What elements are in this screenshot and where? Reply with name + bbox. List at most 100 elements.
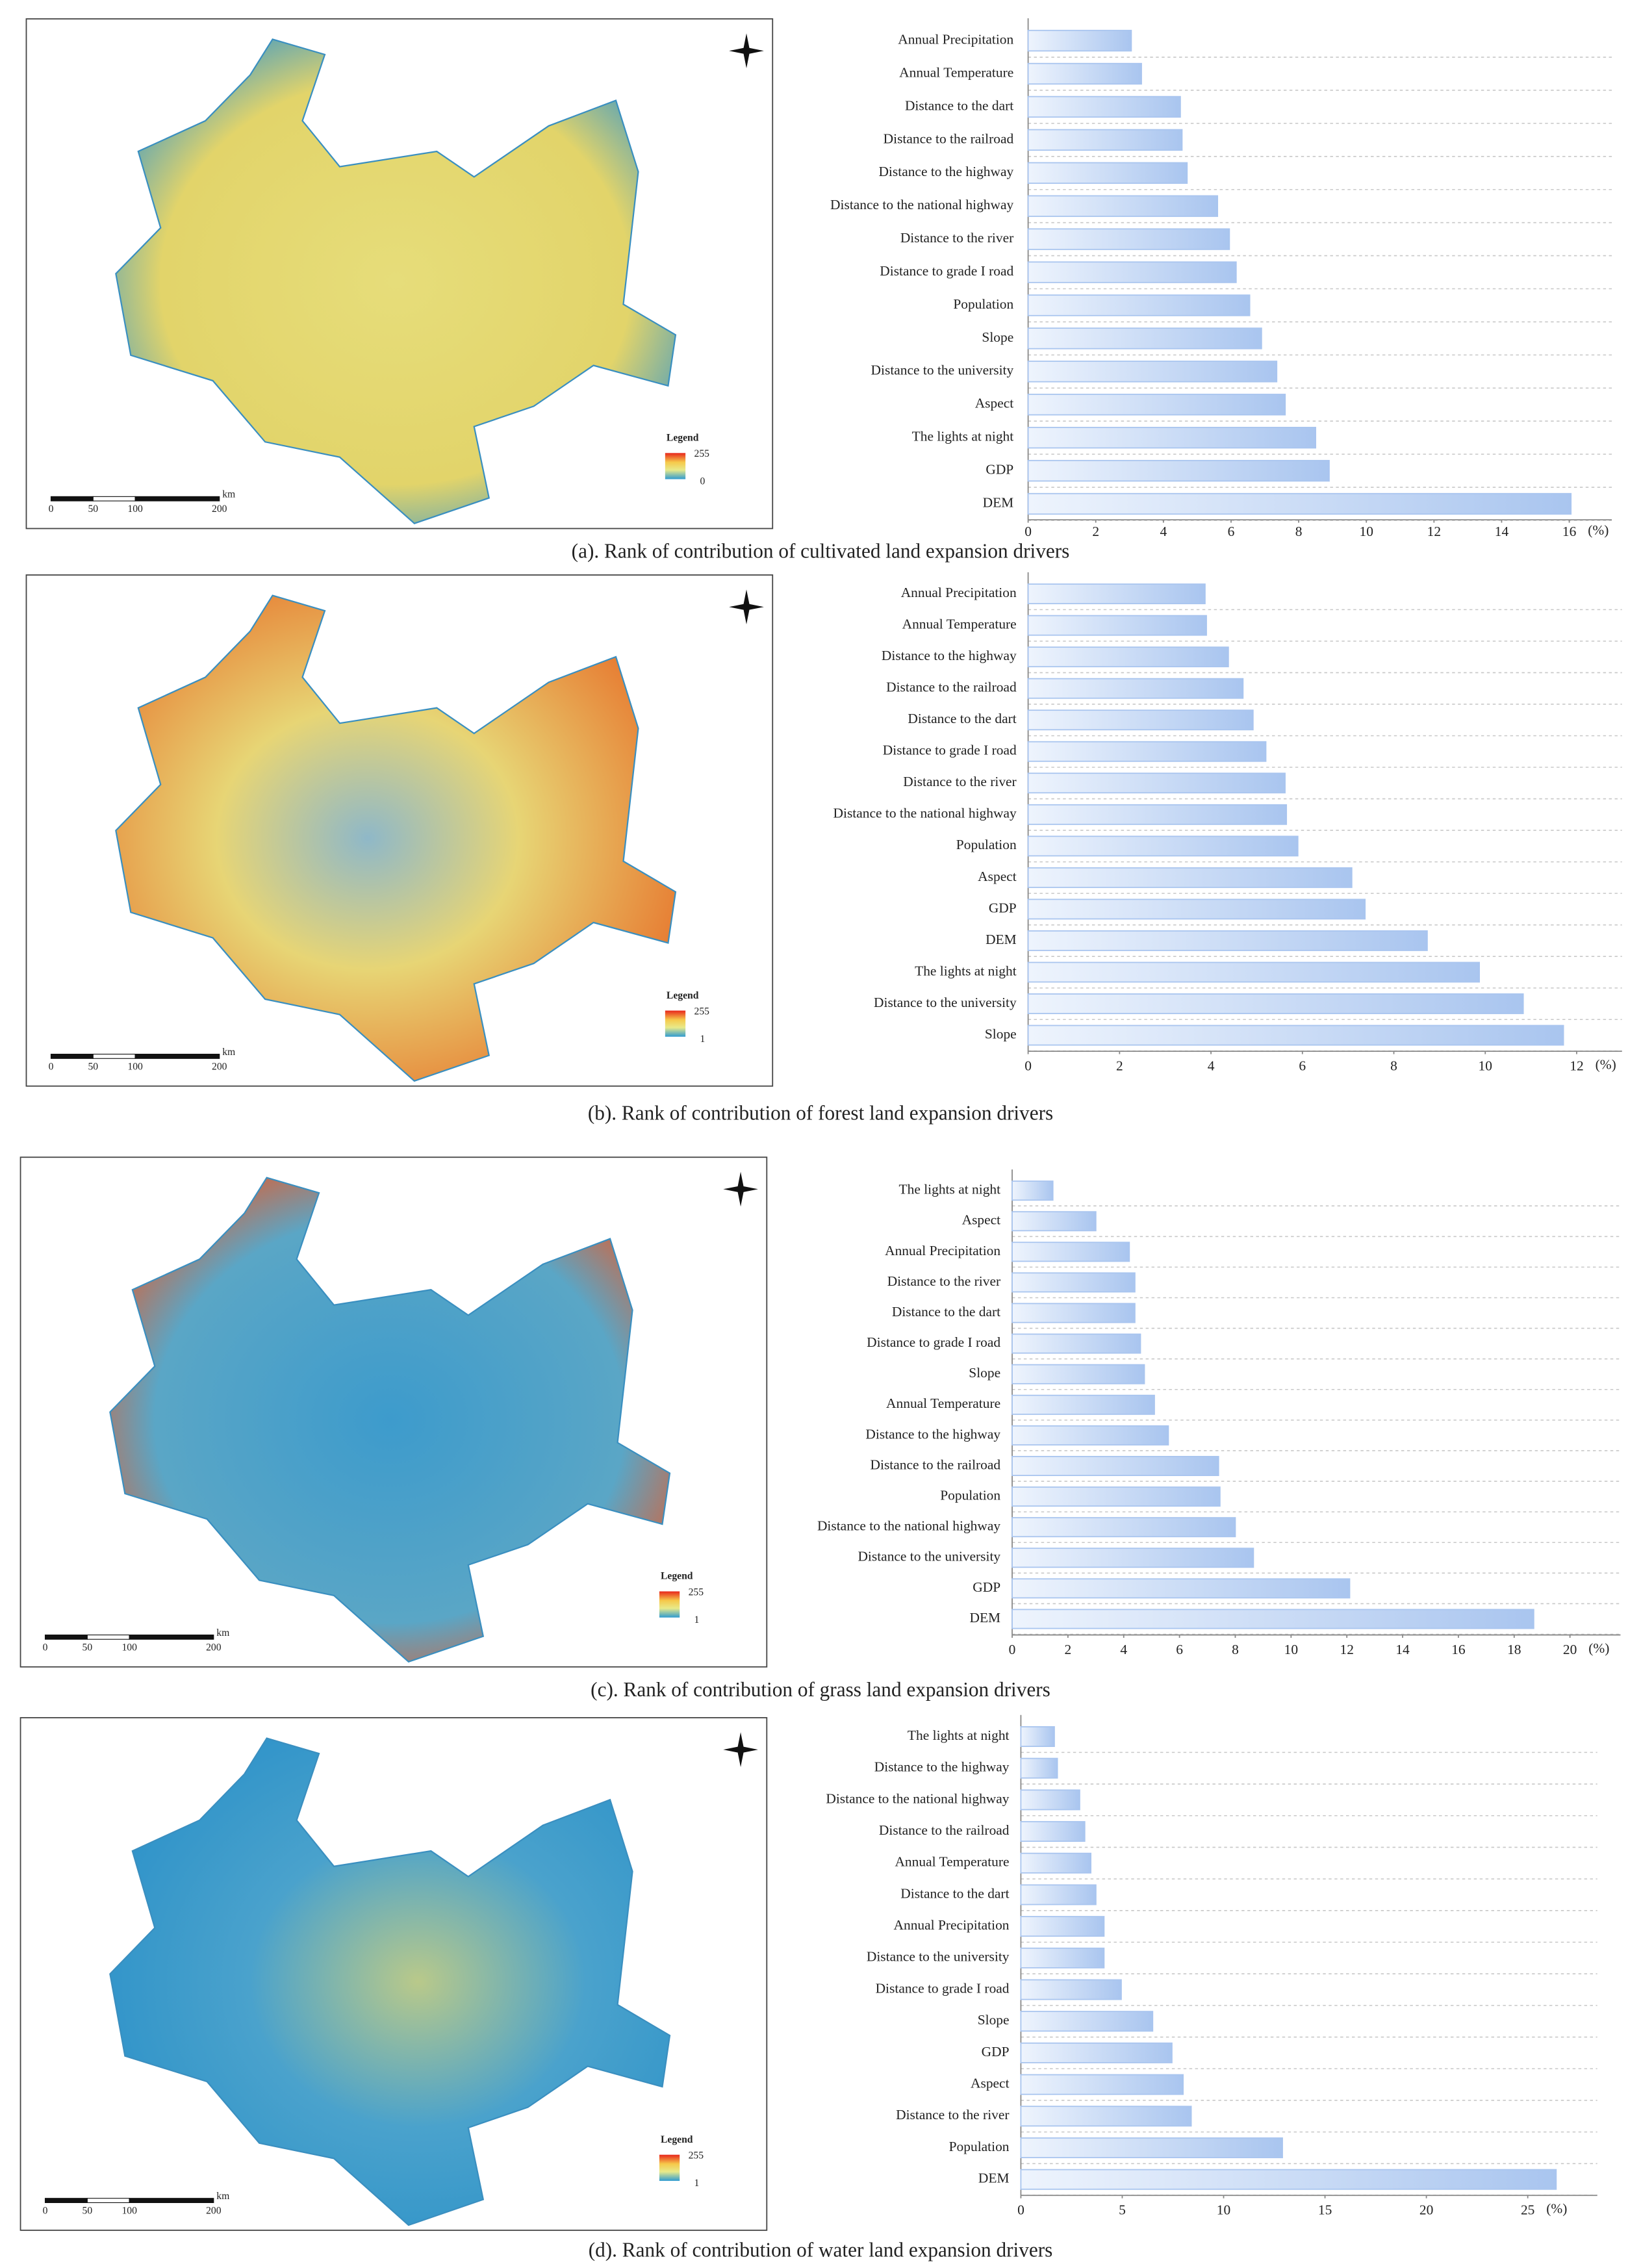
- category-label: The lights at night: [908, 1727, 1010, 1743]
- caption: (a). Rank of contribution of cultivated …: [572, 540, 1070, 563]
- category-label: Slope: [985, 1026, 1017, 1041]
- x-tick-label: 14: [1495, 524, 1509, 539]
- category-label: Distance to the national highway: [830, 197, 1013, 212]
- bar: [1027, 772, 1286, 794]
- category-label: Distance to the highway: [865, 1426, 1000, 1442]
- category-label: Distance to the highway: [874, 1759, 1010, 1775]
- category-label: Slope: [978, 2012, 1010, 2028]
- category-label: Annual Precipitation: [898, 32, 1013, 47]
- bar: [1027, 294, 1251, 316]
- scale-bar: [134, 1054, 220, 1059]
- x-tick-label: 14: [1395, 1642, 1410, 1657]
- x-tick-label: 16: [1451, 1642, 1466, 1657]
- category-label: Distance to the university: [874, 995, 1017, 1010]
- category-label: Distance to the dart: [908, 711, 1016, 726]
- bar: [1027, 804, 1288, 825]
- category-label: Distance to the university: [858, 1549, 1000, 1564]
- bar: [1020, 2169, 1557, 2190]
- bar: [1011, 1486, 1221, 1507]
- scale-bar: [44, 1635, 88, 1640]
- x-tick-label: 2: [1116, 1058, 1123, 1074]
- scale-bar: [129, 1635, 214, 1640]
- scale-label: 50: [83, 2205, 93, 2216]
- category-label: Distance to the national highway: [833, 806, 1017, 821]
- bar: [1027, 228, 1230, 250]
- caption: (c). Rank of contribution of grass land …: [591, 1678, 1050, 1701]
- scale-label: 100: [121, 2205, 137, 2216]
- bar: [1020, 2137, 1283, 2158]
- compass: [729, 33, 764, 69]
- bar: [1027, 162, 1188, 184]
- category-label: Aspect: [975, 396, 1014, 411]
- category-label: Slope: [969, 1365, 1000, 1381]
- bar: [1027, 327, 1262, 350]
- scale-bar: [50, 1054, 94, 1059]
- category-label: Distance to the river: [896, 2107, 1009, 2122]
- bar: [1020, 1821, 1086, 1842]
- bar: [1027, 930, 1428, 951]
- map-region: [115, 594, 677, 1082]
- x-axis-label: (%): [1588, 1640, 1609, 1656]
- bar: [1027, 492, 1572, 515]
- legend-min: 0: [700, 476, 705, 487]
- bar: [1011, 1425, 1169, 1446]
- bar: [1020, 1852, 1091, 1874]
- bar: [1027, 583, 1206, 605]
- category-label: Distance to grade I road: [867, 1334, 1000, 1350]
- category-label: Distance to the dart: [905, 97, 1013, 113]
- compass: [729, 589, 764, 625]
- category-label: Population: [949, 2139, 1010, 2154]
- bar: [1027, 261, 1237, 283]
- bar: [1027, 459, 1330, 482]
- category-label: The lights at night: [912, 429, 1014, 444]
- legend-ramp: [659, 1591, 680, 1618]
- scale-label: 0: [43, 2205, 48, 2216]
- category-label: Annual Temperature: [895, 1854, 1009, 1870]
- bar: [1020, 2074, 1184, 2095]
- bar: [1011, 1180, 1054, 1201]
- x-tick-label: 8: [1232, 1642, 1239, 1657]
- category-label: Population: [953, 296, 1013, 312]
- bar: [1027, 62, 1142, 85]
- legend-ramp: [659, 2154, 680, 2181]
- legend-title: Legend: [661, 2134, 693, 2145]
- category-label: Distance to the railroad: [886, 680, 1017, 695]
- category-label: Distance to the national highway: [817, 1518, 1000, 1534]
- map-region: [109, 1737, 671, 2226]
- category-label: Distance to the railroad: [879, 1822, 1010, 1838]
- scale-bar: [129, 2198, 214, 2203]
- legend-ramp: [665, 1010, 686, 1037]
- legend-max: 255: [689, 2150, 704, 2161]
- scale-label: 200: [206, 2205, 222, 2216]
- bar: [1027, 426, 1317, 449]
- x-axis-label: (%): [1588, 522, 1609, 538]
- caption: (b). Rank of contribution of forest land…: [588, 1102, 1053, 1125]
- legend-min: 1: [700, 1034, 705, 1045]
- legend-title: Legend: [667, 433, 699, 444]
- category-label: Distance to the national highway: [826, 1790, 1009, 1806]
- bar: [1011, 1609, 1534, 1629]
- category-label: DEM: [983, 494, 1014, 510]
- scale-label: 200: [206, 1642, 222, 1653]
- bar: [1020, 2106, 1192, 2127]
- category-label: Distance to grade I road: [883, 743, 1017, 758]
- legend-max: 255: [689, 1586, 704, 1598]
- category-label: GDP: [973, 1579, 1000, 1595]
- x-tick-label: 0: [1024, 524, 1032, 539]
- bar: [1011, 1548, 1254, 1568]
- category-label: DEM: [986, 932, 1017, 947]
- x-axis-label: (%): [1596, 1056, 1616, 1072]
- x-tick-label: 6: [1228, 524, 1235, 539]
- category-label: DEM: [978, 2171, 1010, 2186]
- x-tick-label: 4: [1208, 1058, 1215, 1074]
- scale-bar: [92, 496, 136, 502]
- compass: [723, 1732, 758, 1767]
- scale-bar: [86, 2198, 130, 2203]
- category-label: Distance to the university: [867, 1949, 1010, 1965]
- category-label: Distance to the railroad: [871, 1457, 1001, 1472]
- x-tick-label: 15: [1318, 2202, 1332, 2218]
- x-axis-label: (%): [1546, 2201, 1567, 2217]
- bar: [1011, 1303, 1136, 1323]
- map-region: [115, 38, 677, 524]
